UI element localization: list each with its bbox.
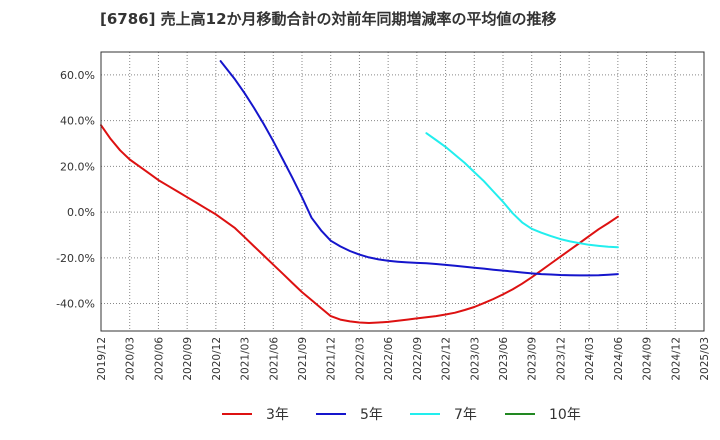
x-tick-label: 2022/12 [441, 337, 453, 381]
x-tick-label: 2022/03 [354, 337, 366, 381]
x-tick-label: 2021/03 [240, 337, 252, 381]
x-tick-label: 2023/09 [527, 337, 539, 381]
x-tick-label: 2021/06 [268, 337, 280, 381]
y-tick-label: 60.0% [60, 69, 95, 82]
chart-title: [6786] 売上高12か月移動合計の対前年同期増減率の平均値の推移 [100, 10, 557, 28]
x-tick-label: 2021/09 [297, 337, 309, 381]
x-tick-label: 2024/09 [642, 337, 654, 381]
x-tick-label: 2024/12 [670, 337, 682, 381]
x-tick-label: 2021/12 [326, 337, 338, 381]
y-tick-label: 20.0% [60, 160, 95, 173]
series-line-1 [100, 124, 619, 324]
y-tick-label: -20.0% [56, 252, 95, 265]
x-tick-label: 2022/06 [383, 337, 395, 381]
x-tick-label: 2022/09 [412, 337, 424, 381]
x-tick-label: 2020/03 [125, 337, 137, 381]
plot-border [100, 51, 705, 332]
legend: 3年 5年 7年 10年 [222, 407, 581, 423]
x-tick-label: 2023/12 [555, 337, 567, 381]
x-tick-label: 2025/03 [699, 337, 711, 381]
x-tick-label: 2020/12 [211, 337, 223, 381]
x-axis: 2019/12 2020/03 2020/06 2020/09 2020/12 2021/… [96, 337, 711, 381]
x-tick-label: 2024/06 [613, 337, 625, 381]
x-tick-label: 2023/06 [498, 337, 510, 381]
x-tick-label: 2020/09 [182, 337, 194, 381]
y-tick-label: 40.0% [60, 115, 95, 128]
legend-label: 3年 [266, 407, 289, 423]
y-tick-label: 0.0% [67, 206, 95, 219]
series-line-2 [219, 60, 619, 277]
x-tick-label: 2019/12 [96, 337, 108, 381]
x-tick-label: 2020/06 [153, 337, 165, 381]
x-tick-label: 2024/03 [584, 337, 596, 381]
series-line-3 [425, 132, 619, 249]
y-axis: 60.0% 40.0% 20.0% 0.0% -20.0% -40.0% [56, 69, 95, 311]
plot-area [101, 52, 704, 331]
legend-label: 10年 [549, 407, 581, 423]
x-tick-label: 2023/03 [469, 337, 481, 381]
legend-label: 7年 [454, 407, 477, 423]
series-layer [100, 60, 619, 324]
legend-label: 5年 [360, 407, 383, 423]
y-tick-label: -40.0% [56, 298, 95, 311]
